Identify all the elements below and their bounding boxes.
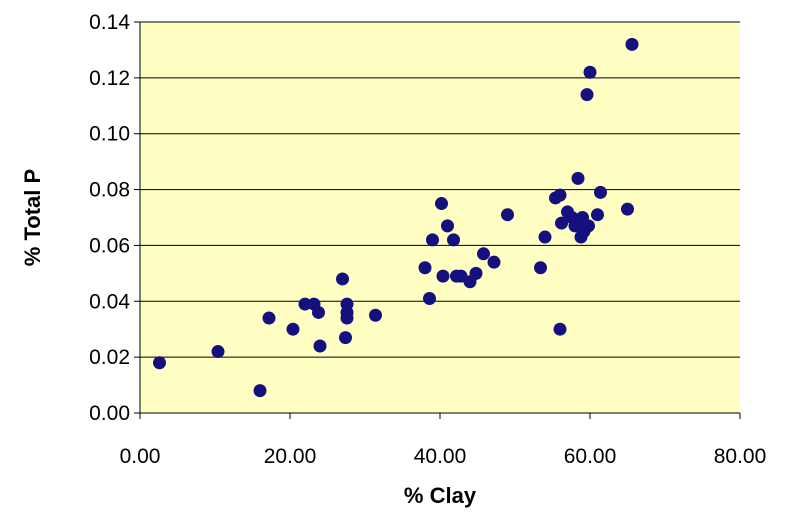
- data-point: [534, 261, 547, 275]
- y-tick-label: 0.02: [89, 346, 130, 369]
- data-point: [286, 322, 300, 336]
- data-point: [594, 185, 607, 199]
- data-point: [313, 339, 327, 353]
- data-point: [298, 297, 312, 311]
- gridlines: [140, 21, 740, 358]
- data-point: [621, 202, 634, 216]
- y-tick-label: 0.12: [89, 67, 130, 90]
- y-axis-title: % Total P: [20, 169, 45, 266]
- y-tick-label: 0.14: [89, 11, 130, 34]
- data-point: [336, 272, 349, 286]
- tick-marks: [134, 21, 741, 419]
- y-tick-label: 0.06: [89, 234, 130, 257]
- data-point: [211, 345, 225, 359]
- plot-area: [140, 22, 740, 413]
- data-point: [571, 171, 585, 185]
- x-tick-label: 60.00: [564, 445, 617, 468]
- data-point: [582, 219, 595, 233]
- data-point: [469, 266, 483, 280]
- data-point: [441, 219, 454, 233]
- data-point: [262, 311, 276, 325]
- data-point: [553, 322, 567, 336]
- data-point: [553, 188, 567, 202]
- data-point: [538, 230, 552, 244]
- y-tick-label: 0.08: [89, 179, 130, 202]
- data-point: [369, 308, 382, 322]
- data-point: [153, 356, 166, 370]
- tick-labels: 0.00 0.02 0.04 0.06 0.08 0.10 0.12 0.14 0.00 20.0…: [89, 11, 766, 468]
- data-point: [426, 233, 439, 247]
- data-points: [153, 37, 639, 398]
- data-point: [339, 331, 352, 345]
- data-point: [253, 384, 267, 398]
- data-point: [580, 88, 594, 102]
- data-point: [555, 216, 568, 230]
- x-axis-title: % Clay: [404, 483, 477, 508]
- data-point: [591, 208, 604, 222]
- x-tick-label: 80.00: [714, 445, 767, 468]
- data-point: [477, 247, 490, 261]
- data-point: [487, 255, 501, 269]
- y-tick-label: 0.10: [89, 123, 130, 146]
- data-point: [501, 208, 514, 222]
- x-tick-label: 20.00: [264, 445, 317, 468]
- data-point: [312, 305, 325, 319]
- x-tick-label: 40.00: [414, 445, 467, 468]
- data-point: [447, 233, 460, 247]
- data-point: [340, 297, 354, 311]
- data-point: [583, 65, 597, 79]
- y-tick-label: 0.00: [89, 402, 130, 425]
- x-tick-label: 0.00: [120, 445, 161, 468]
- data-point: [423, 291, 436, 305]
- data-point: [436, 269, 450, 283]
- data-point: [435, 197, 448, 211]
- y-tick-label: 0.04: [89, 290, 130, 313]
- data-point: [418, 261, 432, 275]
- data-point: [625, 37, 639, 51]
